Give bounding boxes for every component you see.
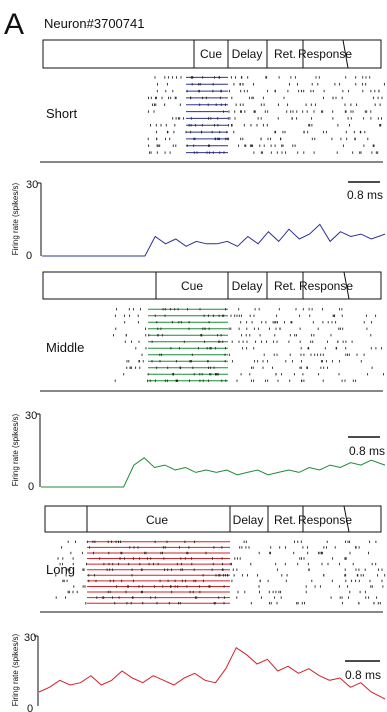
long-rate-line [38,646,386,700]
long-epoch-bar [44,505,382,533]
short-epoch-divider-end [342,39,349,69]
middle-raster [113,308,384,382]
long-epoch-response: Response [298,513,352,527]
long-scalebar-label: 0.8 ms [345,668,381,682]
short-epoch-cue: Cue [200,47,222,61]
long-y-tick-0: 0 [27,703,33,712]
middle-y-tick-0: 0 [28,481,34,493]
middle-rate-line [41,457,386,488]
long-y-tick-30: 30 [24,632,36,644]
middle-epoch-delay: Delay [232,279,263,293]
short-raster [147,76,385,154]
middle-epoch-divider-end [343,271,350,300]
short-scalebar-label: 0.8 ms [347,188,383,202]
middle-scalebar-label: 0.8 ms [349,444,385,458]
short-rate-line [42,223,386,257]
middle-y-tick-30: 30 [25,410,37,422]
short-epoch-bar [42,39,382,69]
long-epoch-ret: Ret. [274,513,296,527]
short-ylabel: Firing rate (spikes/s) [11,182,20,255]
middle-condition: Cue Delay Ret. Response Middle 30 0 Firi… [11,271,386,493]
short-condition: Cue Delay Ret. Response Short 30 0 Firin… [11,39,386,262]
long-condition: Cue Delay Ret. Response Long 30 0 Firing… [11,505,386,712]
long-raster [55,540,386,605]
middle-ylabel: Firing rate (spikes/s) [11,413,20,486]
long-ylabel: Firing rate (spikes/s) [11,633,20,706]
long-label: Long [46,562,75,577]
short-y-tick-30: 30 [26,179,38,191]
middle-epoch-cue: Cue [181,279,203,293]
long-epoch-delay: Delay [233,513,264,527]
long-epoch-cue: Cue [146,513,168,527]
short-epoch-delay: Delay [232,47,263,61]
short-epoch-response: Response [298,47,352,61]
short-y-tick-0: 0 [26,250,32,262]
middle-epoch-bar [42,271,382,300]
middle-label: Middle [46,340,84,355]
panel-letter: A [4,8,24,41]
middle-epoch-response: Response [299,279,353,293]
middle-epoch-ret: Ret. [274,279,296,293]
short-epoch-ret: Ret. [274,47,296,61]
long-epoch-divider-end [343,505,350,533]
neuron-id: Neuron#3700741 [44,16,144,31]
short-label: Short [46,106,77,121]
